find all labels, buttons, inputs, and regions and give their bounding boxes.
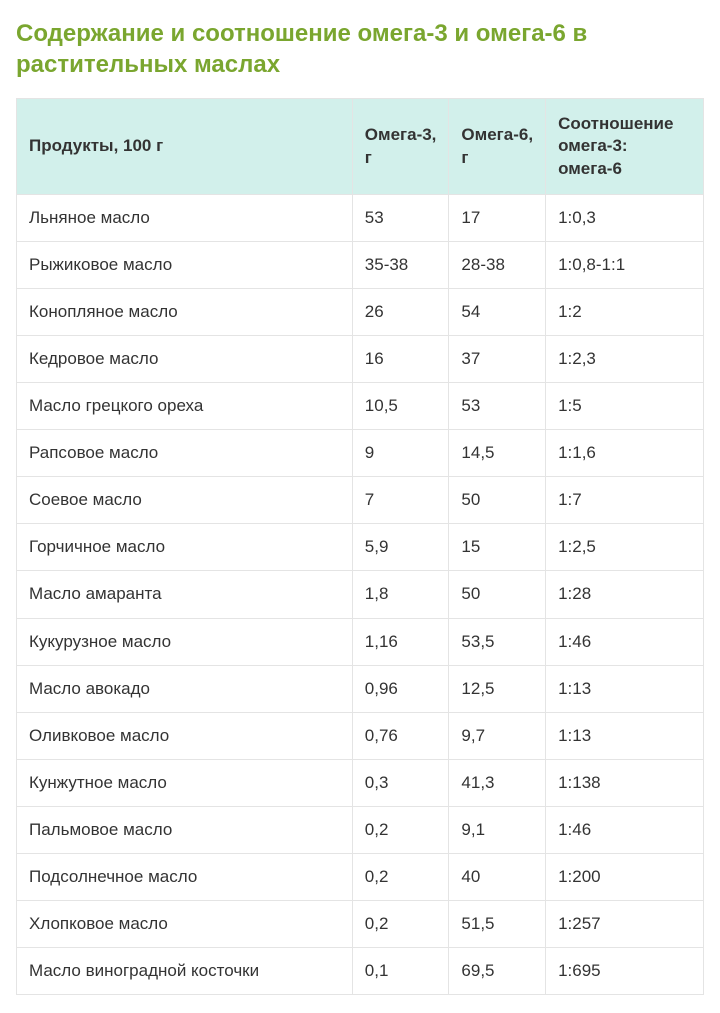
cell-product: Масло грецкого ореха (17, 383, 353, 430)
cell-product: Кукурузное масло (17, 618, 353, 665)
cell-omega3: 5,9 (352, 524, 449, 571)
cell-product: Горчичное масло (17, 524, 353, 571)
cell-omega3: 10,5 (352, 383, 449, 430)
col-header-omega6: Омега-6, г (449, 99, 546, 194)
cell-ratio: 1:257 (546, 901, 704, 948)
cell-omega3: 9 (352, 430, 449, 477)
cell-ratio: 1:1,6 (546, 430, 704, 477)
cell-omega6: 15 (449, 524, 546, 571)
table-row: Хлопковое масло0,251,51:257 (17, 901, 704, 948)
cell-product: Льняное масло (17, 194, 353, 241)
table-row: Льняное масло53171:0,3 (17, 194, 704, 241)
cell-ratio: 1:0,8-1:1 (546, 241, 704, 288)
cell-omega3: 0,96 (352, 665, 449, 712)
cell-omega6: 12,5 (449, 665, 546, 712)
cell-omega3: 0,3 (352, 759, 449, 806)
cell-ratio: 1:46 (546, 618, 704, 665)
cell-product: Масло амаранта (17, 571, 353, 618)
cell-ratio: 1:0,3 (546, 194, 704, 241)
cell-omega6: 54 (449, 288, 546, 335)
cell-ratio: 1:138 (546, 759, 704, 806)
cell-ratio: 1:2 (546, 288, 704, 335)
cell-ratio: 1:200 (546, 853, 704, 900)
cell-omega6: 51,5 (449, 901, 546, 948)
table-row: Кунжутное масло0,341,31:138 (17, 759, 704, 806)
cell-omega6: 50 (449, 477, 546, 524)
table-body: Льняное масло53171:0,3Рыжиковое масло35-… (17, 194, 704, 995)
table-row: Горчичное масло5,9151:2,5 (17, 524, 704, 571)
cell-product: Конопляное масло (17, 288, 353, 335)
cell-omega3: 1,16 (352, 618, 449, 665)
cell-omega3: 0,2 (352, 806, 449, 853)
cell-omega3: 16 (352, 335, 449, 382)
col-header-omega3: Омега-3, г (352, 99, 449, 194)
cell-omega6: 37 (449, 335, 546, 382)
cell-product: Подсолнечное масло (17, 853, 353, 900)
table-row: Масло грецкого ореха10,5531:5 (17, 383, 704, 430)
cell-product: Масло виноградной косточки (17, 948, 353, 995)
cell-ratio: 1:13 (546, 712, 704, 759)
cell-omega3: 35-38 (352, 241, 449, 288)
cell-ratio: 1:5 (546, 383, 704, 430)
col-header-product: Продукты, 100 г (17, 99, 353, 194)
cell-omega6: 50 (449, 571, 546, 618)
cell-ratio: 1:695 (546, 948, 704, 995)
cell-ratio: 1:28 (546, 571, 704, 618)
cell-ratio: 1:46 (546, 806, 704, 853)
cell-omega3: 0,76 (352, 712, 449, 759)
cell-omega6: 14,5 (449, 430, 546, 477)
cell-product: Масло авокадо (17, 665, 353, 712)
cell-omega6: 9,7 (449, 712, 546, 759)
cell-product: Рыжиковое масло (17, 241, 353, 288)
cell-omega6: 9,1 (449, 806, 546, 853)
table-row: Кедровое масло16371:2,3 (17, 335, 704, 382)
cell-product: Кунжутное масло (17, 759, 353, 806)
table-row: Кукурузное масло1,1653,51:46 (17, 618, 704, 665)
table-row: Пальмовое масло0,29,11:46 (17, 806, 704, 853)
cell-omega6: 53 (449, 383, 546, 430)
cell-ratio: 1:13 (546, 665, 704, 712)
cell-omega3: 0,2 (352, 853, 449, 900)
page-title: Содержание и соотношение омега-3 и омега… (16, 18, 704, 80)
cell-omega6: 17 (449, 194, 546, 241)
cell-product: Рапсовое масло (17, 430, 353, 477)
cell-omega3: 0,2 (352, 901, 449, 948)
cell-product: Соевое масло (17, 477, 353, 524)
col-header-ratio: Соотношение омега-3: омега-6 (546, 99, 704, 194)
table-row: Масло авокадо0,9612,51:13 (17, 665, 704, 712)
table-row: Масло амаранта1,8501:28 (17, 571, 704, 618)
cell-omega3: 53 (352, 194, 449, 241)
table-row: Соевое масло7501:7 (17, 477, 704, 524)
cell-omega6: 41,3 (449, 759, 546, 806)
cell-omega6: 28-38 (449, 241, 546, 288)
cell-ratio: 1:7 (546, 477, 704, 524)
table-row: Масло виноградной косточки0,169,51:695 (17, 948, 704, 995)
table-row: Рапсовое масло914,51:1,6 (17, 430, 704, 477)
cell-omega6: 53,5 (449, 618, 546, 665)
table-row: Оливковое масло0,769,71:13 (17, 712, 704, 759)
table-row: Конопляное масло26541:2 (17, 288, 704, 335)
cell-ratio: 1:2,3 (546, 335, 704, 382)
cell-omega6: 40 (449, 853, 546, 900)
cell-product: Оливковое масло (17, 712, 353, 759)
cell-omega3: 1,8 (352, 571, 449, 618)
cell-product: Пальмовое масло (17, 806, 353, 853)
table-row: Подсолнечное масло0,2401:200 (17, 853, 704, 900)
cell-omega3: 0,1 (352, 948, 449, 995)
table-row: Рыжиковое масло35-3828-381:0,8-1:1 (17, 241, 704, 288)
cell-omega6: 69,5 (449, 948, 546, 995)
cell-ratio: 1:2,5 (546, 524, 704, 571)
omega-table: Продукты, 100 г Омега-3, г Омега-6, г Со… (16, 98, 704, 995)
cell-product: Кедровое масло (17, 335, 353, 382)
cell-product: Хлопковое масло (17, 901, 353, 948)
cell-omega3: 26 (352, 288, 449, 335)
cell-omega3: 7 (352, 477, 449, 524)
table-header-row: Продукты, 100 г Омега-3, г Омега-6, г Со… (17, 99, 704, 194)
